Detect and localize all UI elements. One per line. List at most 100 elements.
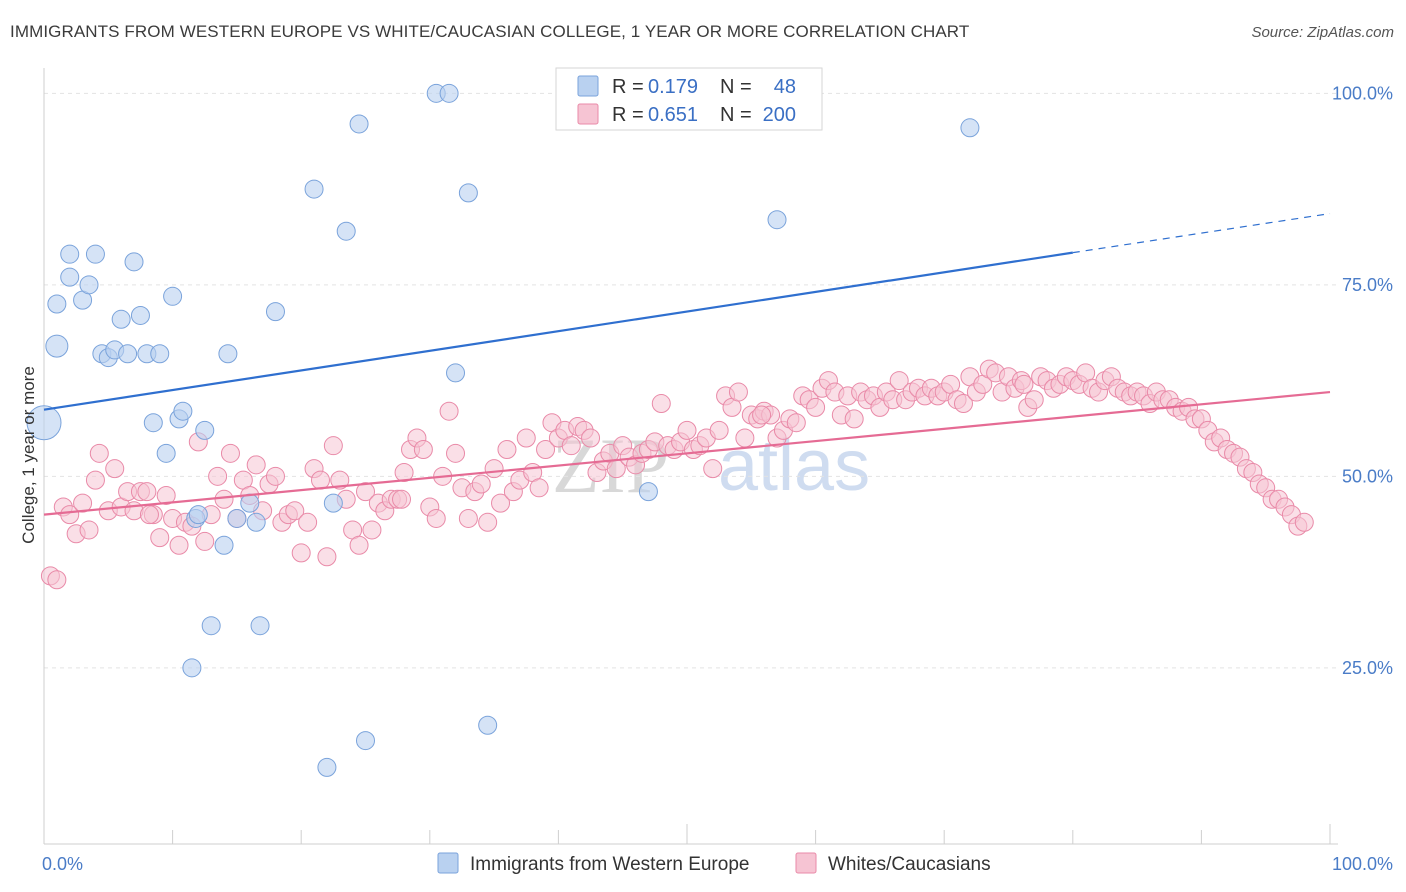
data-point-whites-caucasians bbox=[330, 470, 350, 490]
data-point-immigrants-western-europe bbox=[188, 505, 208, 525]
legend-blue-n-label: N = bbox=[720, 76, 752, 98]
data-point-whites-caucasians bbox=[323, 436, 343, 456]
data-point-immigrants-western-europe bbox=[323, 493, 343, 513]
data-point-whites-caucasians bbox=[709, 420, 729, 440]
data-point-whites-caucasians bbox=[137, 482, 157, 502]
data-point-whites-caucasians bbox=[150, 528, 170, 548]
data-point-whites-caucasians bbox=[394, 462, 414, 482]
data-point-whites-caucasians bbox=[581, 428, 601, 448]
data-point-whites-caucasians bbox=[356, 482, 375, 502]
data-point-whites-caucasians bbox=[889, 371, 909, 391]
bottom-legend-swatch-blue bbox=[437, 852, 459, 874]
data-point-whites-caucasians bbox=[47, 570, 67, 590]
data-point-whites-caucasians bbox=[105, 459, 125, 479]
data-point-immigrants-western-europe bbox=[45, 334, 69, 358]
data-point-whites-caucasians bbox=[246, 455, 266, 475]
data-point-whites-caucasians bbox=[786, 413, 806, 433]
data-point-immigrants-western-europe bbox=[195, 420, 215, 440]
data-point-whites-caucasians bbox=[413, 440, 433, 460]
data-point-immigrants-western-europe bbox=[767, 210, 787, 230]
data-point-whites-caucasians bbox=[349, 535, 369, 555]
data-point-immigrants-western-europe bbox=[317, 757, 337, 777]
y-tick-labels: 25.0% 50.0% 75.0% 100.0% bbox=[1332, 83, 1393, 678]
legend-blue-r-value: 0.179 bbox=[648, 76, 698, 98]
data-point-immigrants-western-europe bbox=[60, 244, 80, 264]
data-point-whites-caucasians bbox=[677, 420, 697, 440]
bottom-legend-label-pink: Whites/Caucasians bbox=[828, 854, 991, 875]
data-point-whites-caucasians bbox=[491, 493, 511, 513]
legend-swatch-blue bbox=[577, 75, 599, 97]
data-point-immigrants-western-europe bbox=[47, 294, 67, 314]
data-point-whites-caucasians bbox=[265, 466, 285, 486]
legend-pink-n-value: 200 bbox=[763, 104, 796, 126]
data-point-whites-caucasians bbox=[703, 459, 723, 479]
data-point-whites-caucasians bbox=[1024, 390, 1044, 410]
data-point-whites-caucasians bbox=[471, 474, 491, 494]
chart-title: IMMIGRANTS FROM WESTERN EUROPE VS WHITE/… bbox=[10, 22, 970, 41]
data-point-whites-caucasians bbox=[426, 508, 446, 528]
data-point-whites-caucasians bbox=[156, 485, 176, 505]
data-point-whites-caucasians bbox=[735, 428, 755, 448]
legend-swatch-pink bbox=[577, 103, 599, 125]
legend-box bbox=[555, 67, 823, 131]
data-point-whites-caucasians bbox=[220, 443, 240, 463]
data-point-immigrants-western-europe bbox=[173, 401, 193, 421]
data-point-immigrants-western-europe bbox=[156, 443, 176, 463]
data-point-whites-caucasians bbox=[516, 428, 536, 448]
legend-blue-r-label: R = bbox=[612, 76, 644, 98]
data-point-whites-caucasians bbox=[806, 397, 826, 417]
x-tick-label-max: 100.0% bbox=[1332, 854, 1393, 874]
legend-pink-r-value: 0.651 bbox=[648, 104, 698, 126]
data-point-whites-caucasians bbox=[362, 520, 382, 540]
y-tick-label-50: 50.0% bbox=[1342, 466, 1393, 486]
bottom-legend-swatch-pink bbox=[795, 852, 817, 874]
immigrants-western-europe-points bbox=[26, 83, 980, 777]
data-point-whites-caucasians bbox=[1294, 512, 1314, 532]
data-point-whites-caucasians bbox=[478, 512, 498, 532]
data-point-immigrants-western-europe bbox=[150, 344, 170, 364]
data-point-immigrants-western-europe bbox=[304, 179, 324, 199]
data-point-whites-caucasians bbox=[536, 440, 556, 460]
legend-pink-r-label: R = bbox=[612, 104, 644, 126]
data-point-immigrants-western-europe bbox=[26, 405, 62, 441]
data-point-whites-caucasians bbox=[195, 531, 215, 551]
data-point-whites-caucasians bbox=[89, 443, 109, 463]
data-point-immigrants-western-europe bbox=[143, 413, 163, 433]
data-point-whites-caucasians bbox=[60, 505, 80, 525]
data-point-immigrants-western-europe bbox=[163, 286, 183, 306]
data-point-whites-caucasians bbox=[1014, 374, 1034, 394]
data-point-immigrants-western-europe bbox=[85, 244, 105, 264]
data-point-whites-caucasians bbox=[285, 501, 305, 521]
data-point-whites-caucasians bbox=[728, 382, 748, 402]
data-point-whites-caucasians bbox=[752, 405, 772, 425]
data-point-immigrants-western-europe bbox=[60, 267, 80, 287]
data-point-whites-caucasians bbox=[844, 409, 864, 429]
data-point-immigrants-western-europe bbox=[214, 535, 234, 555]
data-point-immigrants-western-europe bbox=[124, 252, 144, 272]
data-point-whites-caucasians bbox=[310, 470, 330, 490]
source-label: Source: ZipAtlas.com bbox=[1251, 24, 1394, 41]
x-tick-label-min: 0.0% bbox=[42, 854, 83, 874]
bottom-legend-label-blue: Immigrants from Western Europe bbox=[470, 854, 749, 875]
legend-pink-n-label: N = bbox=[720, 104, 752, 126]
trendline-immigrants-western-europe bbox=[43, 251, 1073, 411]
data-point-immigrants-western-europe bbox=[638, 482, 658, 502]
data-point-immigrants-western-europe bbox=[182, 658, 202, 678]
data-point-immigrants-western-europe bbox=[439, 83, 459, 103]
data-point-whites-caucasians bbox=[291, 543, 311, 563]
data-point-whites-caucasians bbox=[561, 436, 581, 456]
y-tick-label-75: 75.0% bbox=[1342, 275, 1393, 295]
data-point-immigrants-western-europe bbox=[250, 616, 270, 636]
y-axis-label: College, 1 year or more bbox=[19, 366, 38, 544]
data-point-whites-caucasians bbox=[85, 470, 105, 490]
data-point-whites-caucasians bbox=[298, 512, 318, 532]
data-point-immigrants-western-europe bbox=[111, 309, 131, 329]
data-point-whites-caucasians bbox=[529, 478, 549, 498]
trendline-extension-immigrants-western-europe bbox=[1072, 212, 1331, 254]
data-point-whites-caucasians bbox=[446, 443, 466, 463]
data-point-whites-caucasians bbox=[317, 547, 337, 567]
y-tick-label-100: 100.0% bbox=[1332, 83, 1393, 103]
data-point-immigrants-western-europe bbox=[240, 493, 260, 513]
data-point-immigrants-western-europe bbox=[218, 344, 238, 364]
